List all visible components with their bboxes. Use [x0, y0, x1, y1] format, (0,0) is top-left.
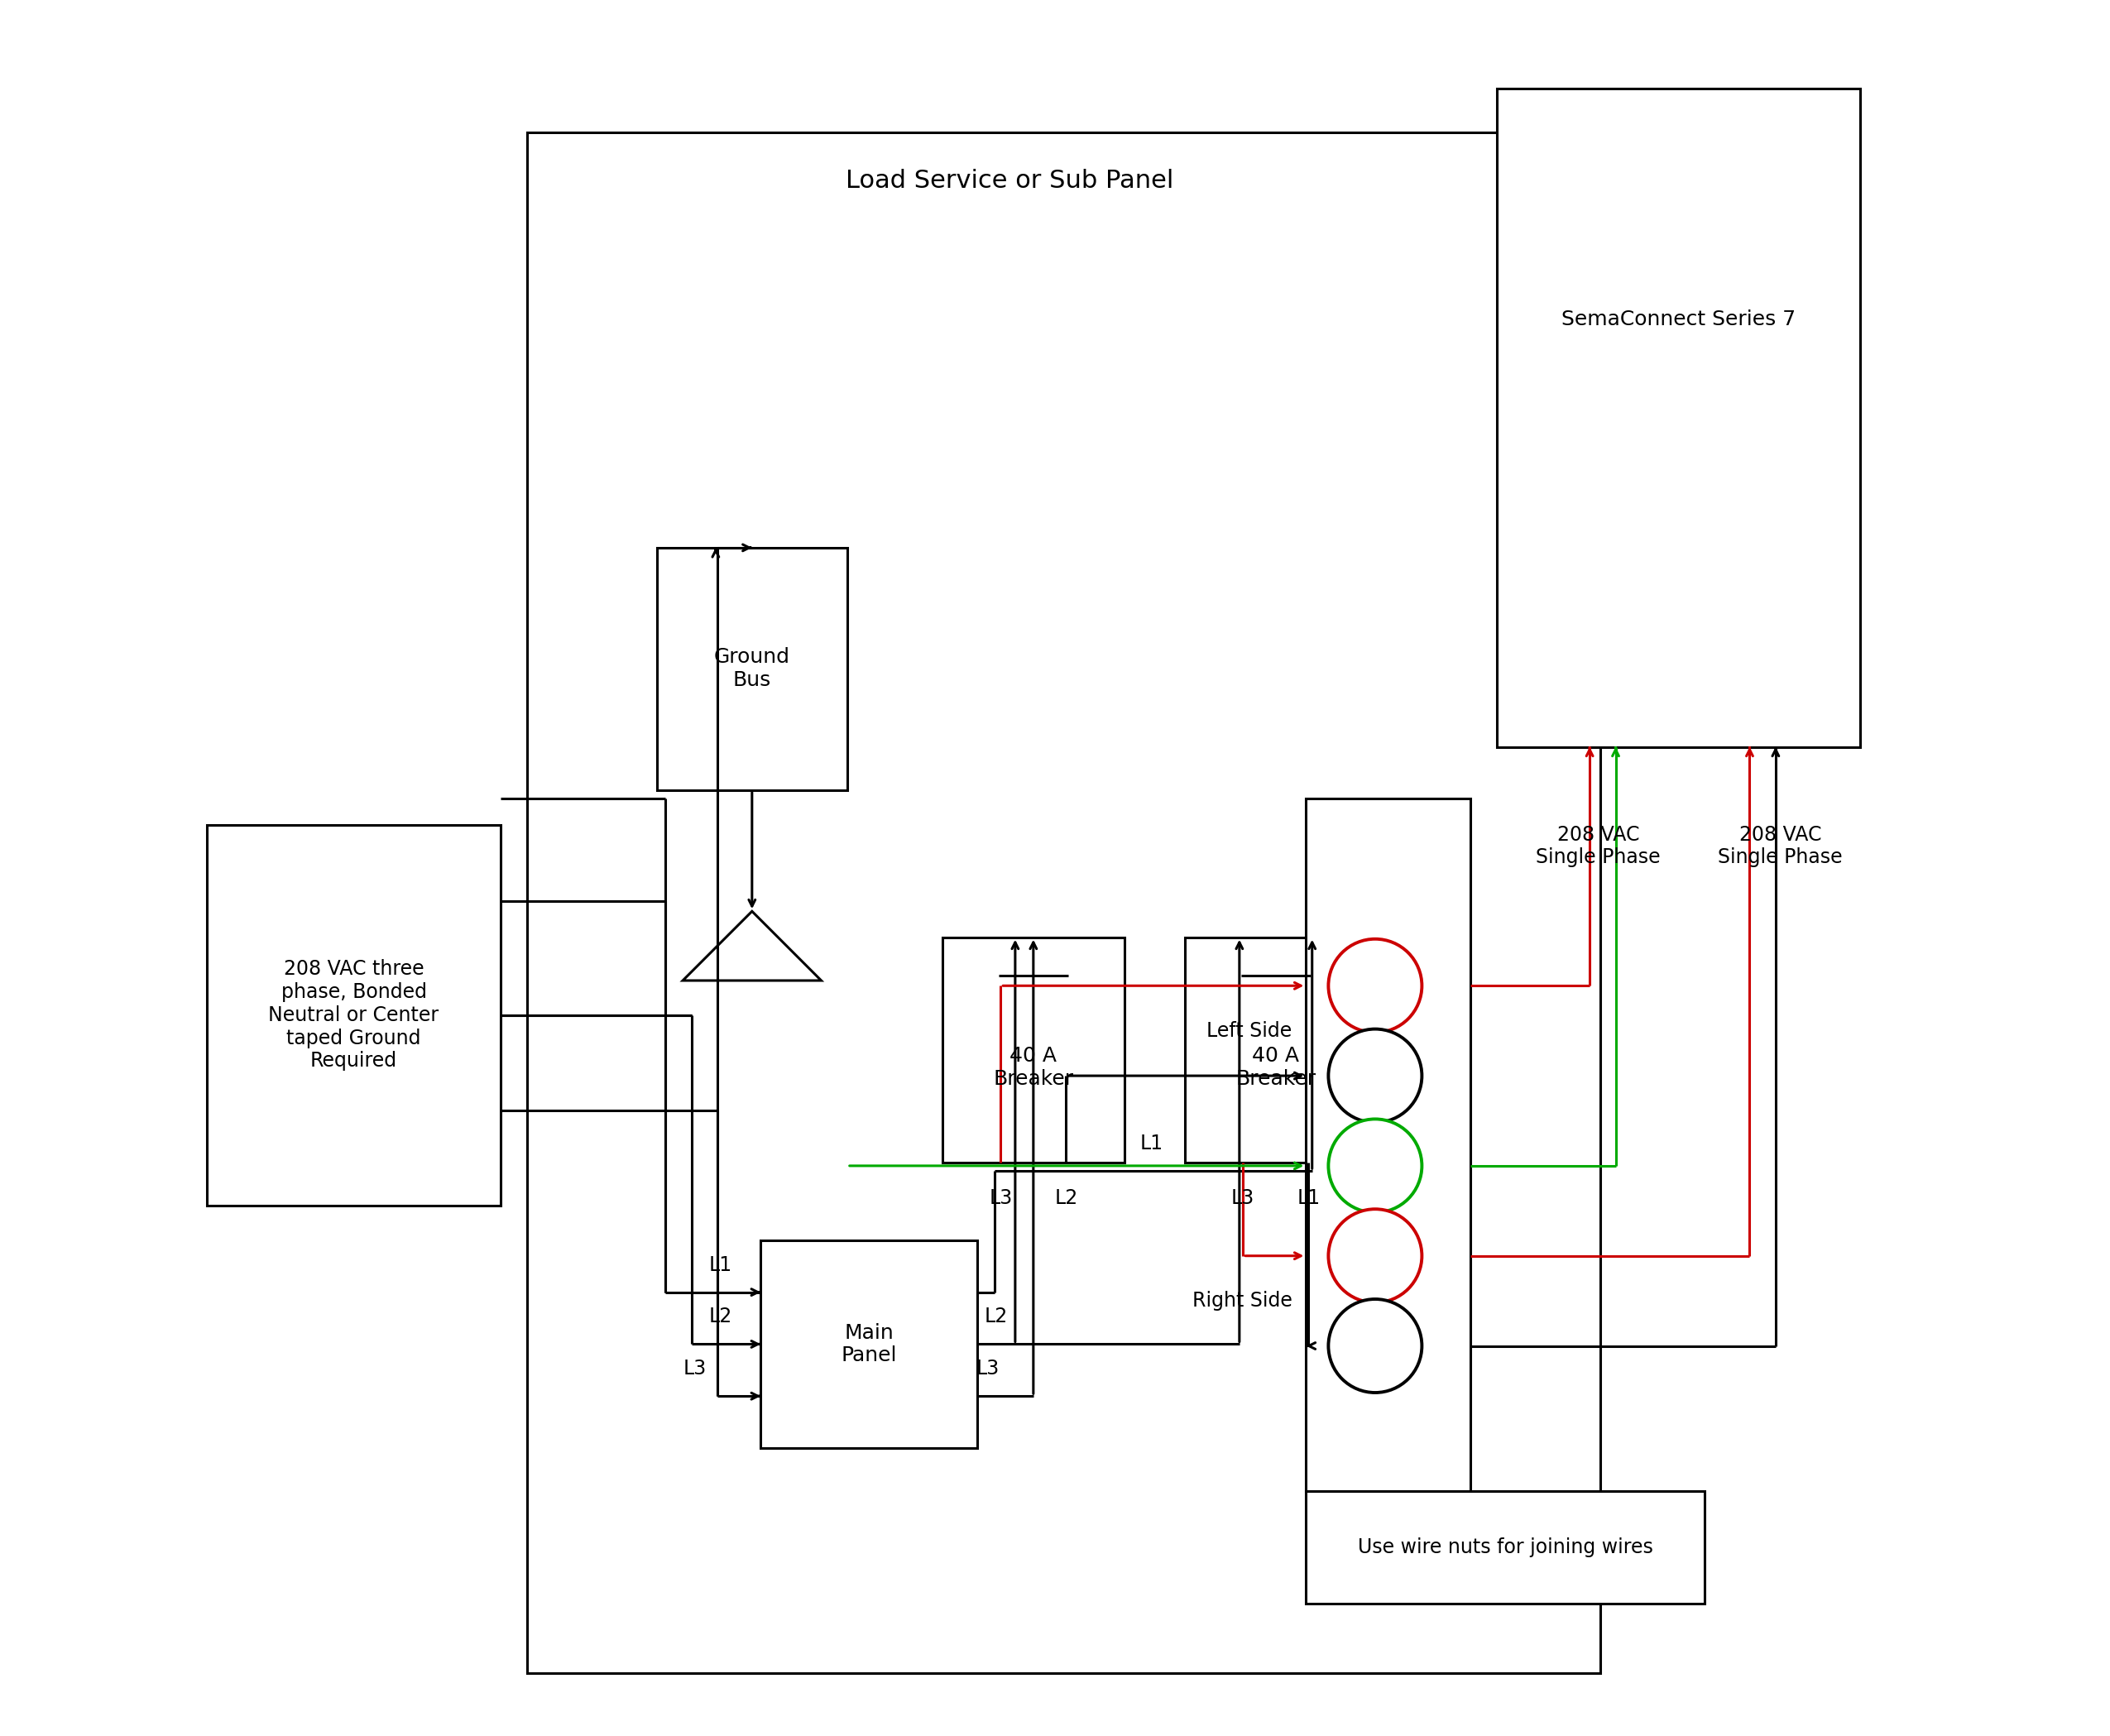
Bar — [207, 825, 500, 1205]
Text: Ground
Bus: Ground Bus — [713, 648, 789, 691]
Text: L2: L2 — [985, 1307, 1009, 1326]
Text: 208 VAC three
phase, Bonded
Neutral or Center
taped Ground
Required: 208 VAC three phase, Bonded Neutral or C… — [268, 960, 439, 1071]
Text: Main
Panel: Main Panel — [842, 1323, 897, 1366]
Circle shape — [1329, 1029, 1422, 1123]
Bar — [656, 547, 848, 790]
Bar — [1496, 89, 1861, 746]
Text: L1: L1 — [1139, 1134, 1163, 1154]
Circle shape — [1329, 1120, 1422, 1212]
Text: Right Side: Right Side — [1192, 1292, 1291, 1311]
Circle shape — [1329, 1299, 1422, 1392]
Bar — [1186, 937, 1367, 1163]
Text: Use wire nuts for joining wires: Use wire nuts for joining wires — [1357, 1538, 1652, 1557]
Text: L3: L3 — [1232, 1189, 1255, 1208]
Text: SemaConnect Series 7: SemaConnect Series 7 — [1561, 309, 1796, 330]
Text: L1: L1 — [709, 1255, 732, 1274]
Bar — [943, 937, 1125, 1163]
Text: 40 A
Breaker: 40 A Breaker — [994, 1045, 1074, 1088]
Text: Load Service or Sub Panel: Load Service or Sub Panel — [846, 168, 1173, 193]
Text: 208 VAC
Single Phase: 208 VAC Single Phase — [1536, 825, 1661, 868]
Text: 40 A
Breaker: 40 A Breaker — [1236, 1045, 1317, 1088]
Circle shape — [1329, 1208, 1422, 1302]
Text: L3: L3 — [684, 1359, 707, 1378]
Bar — [1306, 1491, 1705, 1604]
Text: L1: L1 — [1298, 1189, 1321, 1208]
Circle shape — [1329, 939, 1422, 1033]
Text: L3: L3 — [990, 1189, 1013, 1208]
Text: L2: L2 — [709, 1307, 732, 1326]
Bar — [1306, 799, 1471, 1491]
Text: 208 VAC
Single Phase: 208 VAC Single Phase — [1718, 825, 1842, 868]
Bar — [528, 132, 1599, 1674]
Bar — [762, 1240, 977, 1448]
Text: L2: L2 — [1055, 1189, 1078, 1208]
Text: L3: L3 — [975, 1359, 1000, 1378]
Text: Left Side: Left Side — [1207, 1021, 1291, 1040]
